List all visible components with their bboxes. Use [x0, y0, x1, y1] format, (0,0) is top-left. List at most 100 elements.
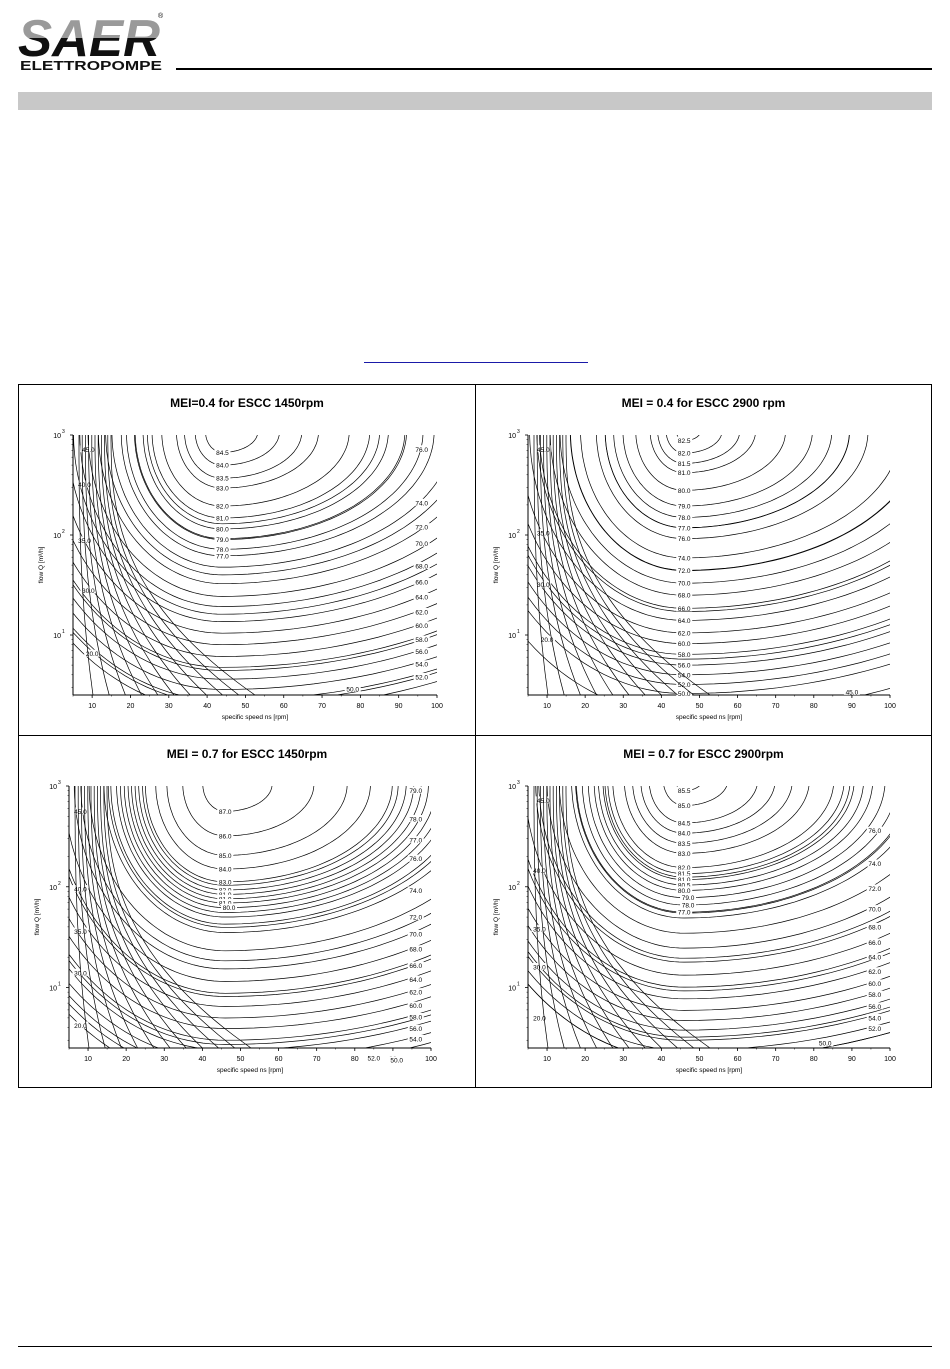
contour-label: 60.0 [415, 623, 428, 630]
contour-label: 80.0 [678, 488, 691, 495]
contour-label: 74.0 [409, 888, 422, 895]
contour-label-bg [866, 1024, 883, 1032]
contour-label-bg [676, 436, 693, 444]
steep-contour-line [91, 435, 159, 695]
contour-line [528, 950, 890, 1038]
contour-label: 80.0 [223, 905, 236, 912]
contour-label-bg [407, 1024, 424, 1032]
y-axis-label: flow Q [m³/h] [493, 898, 500, 935]
contour-label: 54.0 [415, 662, 428, 669]
contour-line [107, 786, 431, 928]
contour-label: 83.0 [216, 486, 229, 493]
contour-label-bg [214, 524, 231, 532]
contour-line [161, 435, 350, 507]
contour-label-bg [413, 498, 430, 506]
contour-label-bg [843, 687, 860, 695]
contour-label-bg [866, 859, 883, 867]
contour-label-bg [676, 616, 693, 624]
contour-label: 68.0 [409, 947, 422, 954]
steep-contours [78, 435, 256, 695]
chart-grid: MEI=0.4 for ESCC 1450rpm 10 20 30 40 50 60 70 80… [18, 384, 932, 1088]
y-tick-base: 10 [53, 433, 61, 440]
steep-contour-line [565, 786, 711, 1048]
chart-mei04-2900: MEI = 0.4 for ESCC 2900 rpm 10 20 30 40 50 60 7… [493, 396, 896, 721]
contour-label: 83.0 [678, 851, 691, 858]
contour-line [528, 554, 890, 660]
contour-label-bg [676, 501, 693, 509]
steep-contour-line [556, 435, 662, 695]
contour-line [73, 612, 437, 690]
contour-label: 81.0 [216, 515, 229, 522]
x-tick-label: 20 [581, 703, 589, 710]
contour-line [569, 435, 890, 572]
contour-label-bg [217, 851, 234, 859]
logo-wordmark: SAER SAER [18, 10, 160, 58]
contour-label: 81.0 [678, 470, 691, 477]
y-axis-label: flow Q [m³/h] [493, 546, 500, 583]
contour-label: 56.0 [409, 1026, 422, 1033]
contour-label-bg [866, 953, 883, 961]
contour-label: 35.0 [533, 927, 546, 934]
contour-label-bg [217, 877, 234, 885]
contour-label: 30.0 [82, 588, 95, 595]
section-band [18, 92, 932, 110]
y-tick-base: 10 [49, 885, 57, 892]
contour-line [666, 435, 722, 454]
link-underline[interactable] [364, 362, 588, 363]
contour-label-bg [676, 863, 693, 871]
contour-label: 54.0 [868, 1015, 881, 1022]
contour-label-bg [76, 480, 93, 488]
steep-contours [74, 786, 252, 1048]
contour-line [536, 435, 890, 612]
contour-label-bg [407, 1034, 424, 1042]
contour-line [612, 786, 834, 868]
chart-title: MEI=0.4 for ESCC 1450rpm [170, 396, 324, 410]
contour-label: 70.0 [678, 581, 691, 588]
contour-labels: 85.5 85.0 84.5 84.0 83.5 83.0 82.081.581.080.5… [531, 786, 883, 1048]
x-tick-label: 30 [619, 1056, 627, 1063]
contour-label: 58.0 [409, 1015, 422, 1022]
contour-label: 84.0 [678, 831, 691, 838]
contour-label: 83.5 [678, 841, 691, 848]
contour-label-bg [676, 579, 693, 587]
contour-line [649, 435, 756, 474]
y-tick-base: 10 [53, 533, 61, 540]
y-tick-exp: 2 [58, 881, 61, 887]
x-tick-label: 80 [356, 703, 364, 710]
contour-label-bg [676, 829, 693, 837]
contour-label: 58.0 [678, 652, 691, 659]
y-tick-base: 10 [53, 633, 61, 640]
steep-contour-line [81, 786, 122, 1048]
contour-label: 77.0 [678, 910, 691, 917]
steep-contour-line [101, 435, 207, 695]
contour-label-bg [676, 689, 693, 697]
contour-label: 58.0 [415, 637, 428, 644]
contour-label-bg [676, 670, 693, 678]
contour-line [80, 786, 431, 962]
contour-label-bg [407, 913, 424, 921]
contour-label: 76.0 [415, 447, 428, 454]
contour-label: 84.5 [678, 820, 691, 827]
y-tick-exp: 3 [58, 780, 61, 786]
contour-label-bg [413, 592, 430, 600]
y-tick-exp: 2 [517, 881, 520, 887]
contour-line [529, 435, 890, 621]
contour-label: 82.0 [678, 865, 691, 872]
contour-label-bg [676, 908, 693, 916]
contour-label: 83.0 [219, 879, 232, 886]
contour-label: 68.0 [868, 924, 881, 931]
contour-label-bg [407, 945, 424, 953]
steep-contour-line [85, 435, 126, 695]
contour-label-bg [676, 591, 693, 599]
contour-label: 74.0 [868, 861, 881, 868]
contour-line [205, 435, 258, 453]
y-axis-label: flow Q [m³/h] [34, 898, 41, 935]
contour-label: 64.0 [415, 594, 428, 601]
contour-line [69, 896, 431, 1007]
contour-line [528, 940, 890, 1031]
steep-contour-line [110, 435, 256, 695]
x-tick-label: 90 [848, 1056, 856, 1063]
x-tick-label: 30 [160, 1056, 168, 1063]
steep-contour-line [103, 786, 236, 1048]
contour-line [528, 924, 890, 1021]
